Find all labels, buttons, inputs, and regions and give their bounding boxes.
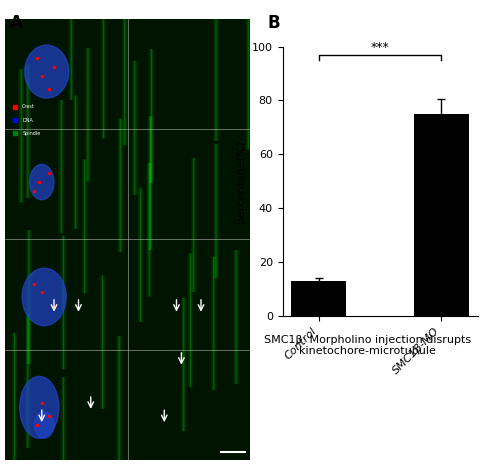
Text: B: B xyxy=(268,14,280,32)
Ellipse shape xyxy=(30,165,54,200)
Ellipse shape xyxy=(24,45,68,98)
Text: A: A xyxy=(10,14,23,32)
Ellipse shape xyxy=(20,377,59,438)
Text: Spindle: Spindle xyxy=(22,131,40,136)
Text: Crest: Crest xyxy=(22,105,35,109)
Y-axis label: percentage(%): percentage(%) xyxy=(236,140,246,223)
Text: SMC1β  Morpholino injection disrupts
kinetochore-microtubule: SMC1β Morpholino injection disrupts kine… xyxy=(264,335,471,356)
Bar xyxy=(292,281,346,316)
Bar xyxy=(414,114,469,316)
Ellipse shape xyxy=(34,412,54,438)
Ellipse shape xyxy=(22,268,66,326)
Text: DNA: DNA xyxy=(22,118,33,123)
Text: ***: *** xyxy=(370,41,390,54)
